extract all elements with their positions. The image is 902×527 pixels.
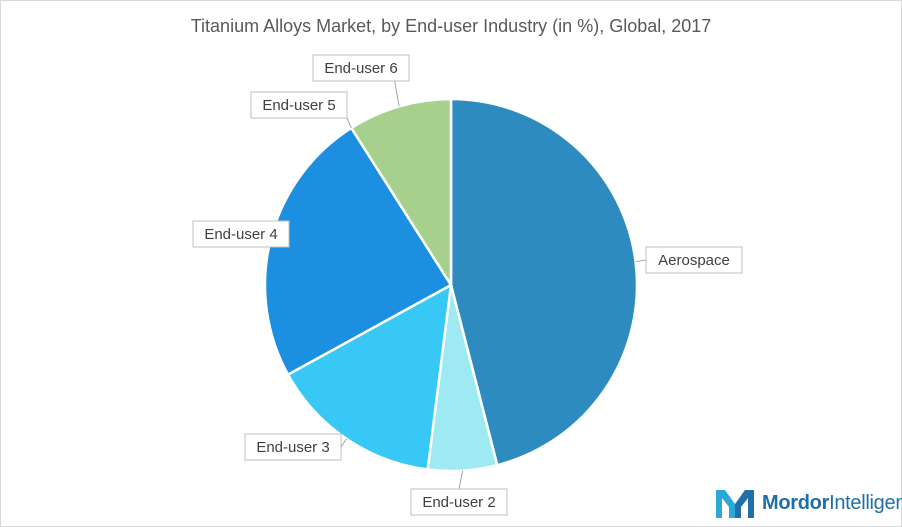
pie-slice-end-user-3 xyxy=(286,282,453,471)
mordor-m-icon xyxy=(716,490,754,518)
slice-label: End-user 2 xyxy=(422,494,495,511)
callout-labels: Aerospace End-user 2 End-user 3 End-user 4 E… xyxy=(192,54,743,516)
pie-slice-aerospace xyxy=(449,97,639,467)
leader-line xyxy=(458,470,464,490)
logo-wordmark: MordorIntelligence xyxy=(762,492,902,515)
slice-label: End-user 3 xyxy=(256,439,329,456)
callout-end-user-4: End-user 4 xyxy=(192,220,290,248)
leader-line xyxy=(635,259,647,263)
logo-text-bold: Mordor xyxy=(762,491,830,514)
leader-line xyxy=(340,438,347,448)
callout-end-user-5: End-user 5 xyxy=(250,91,348,119)
callout-end-user-2: End-user 2 xyxy=(410,488,508,516)
callout-end-user-6: End-user 6 xyxy=(312,54,410,82)
slice-label: End-user 5 xyxy=(262,97,335,114)
leader-line xyxy=(394,80,400,107)
mordor-intelligence-logo: MordorIntelligence xyxy=(716,487,902,519)
callout-box xyxy=(410,488,508,516)
callout-box xyxy=(244,433,342,461)
callout-aerospace: Aerospace xyxy=(645,246,743,274)
callout-box xyxy=(312,54,410,82)
slice-label: End-user 4 xyxy=(204,226,277,243)
callout-box xyxy=(192,220,290,248)
logo-text-regular: Intelligence xyxy=(829,491,902,514)
slice-label: End-user 6 xyxy=(324,60,397,77)
pie-slices xyxy=(263,97,639,473)
callout-box xyxy=(645,246,743,274)
slice-label: Aerospace xyxy=(658,252,730,269)
callout-end-user-3: End-user 3 xyxy=(244,433,342,461)
callout-box xyxy=(250,91,348,119)
chart-title: Titanium Alloys Market, by End-user Indu… xyxy=(190,16,712,36)
leader-line xyxy=(346,117,352,129)
